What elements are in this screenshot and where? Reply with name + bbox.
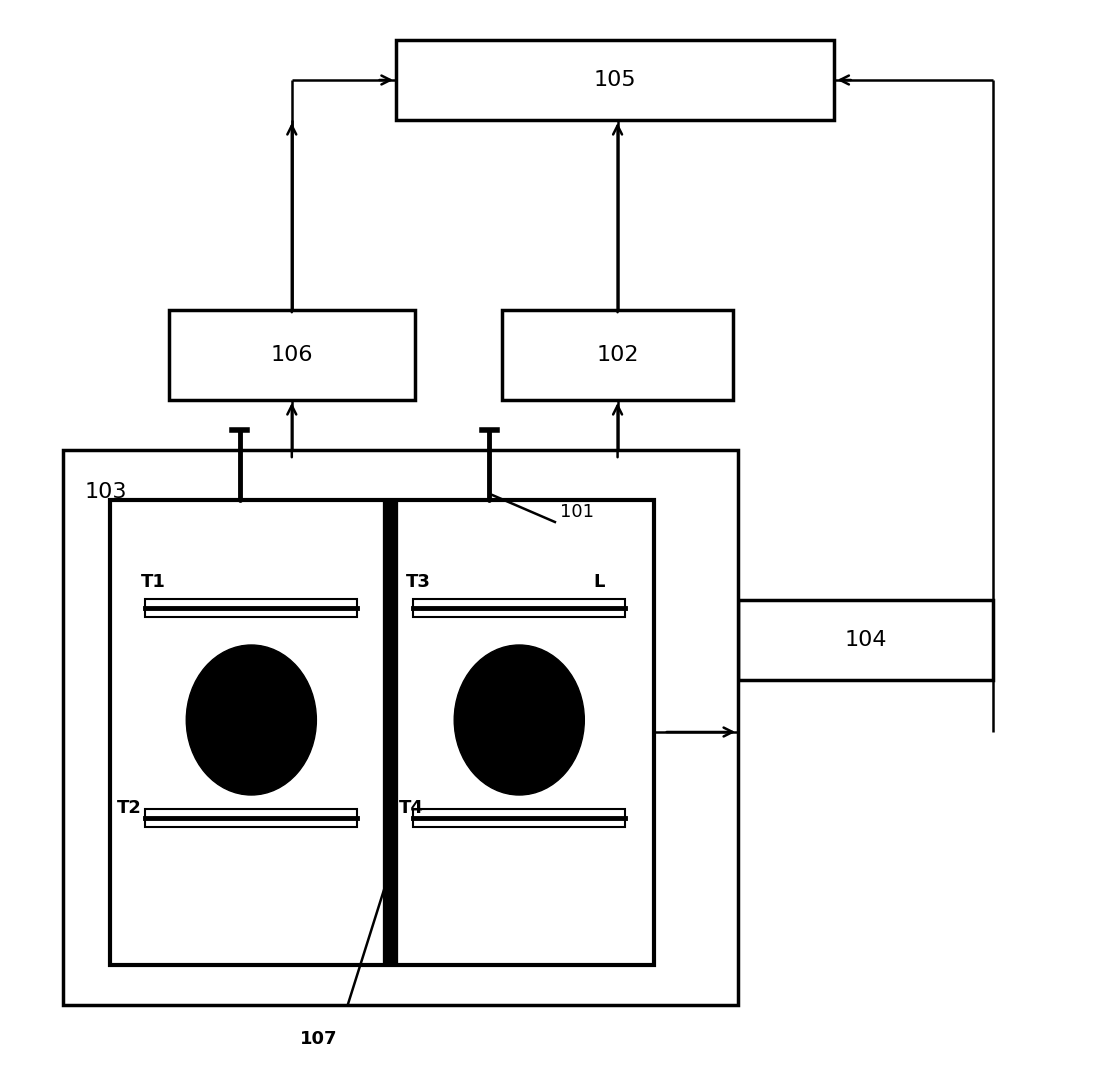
Bar xyxy=(145,809,357,826)
Text: T3: T3 xyxy=(406,574,430,591)
Text: T4: T4 xyxy=(399,800,424,817)
Text: 104: 104 xyxy=(845,630,887,650)
Bar xyxy=(738,600,993,680)
Bar xyxy=(414,599,625,616)
Bar xyxy=(502,310,733,400)
Text: 105: 105 xyxy=(594,70,636,90)
Text: 103: 103 xyxy=(85,482,127,502)
Bar xyxy=(396,41,834,120)
Text: 106: 106 xyxy=(271,345,313,365)
Text: L: L xyxy=(594,574,605,591)
Text: 101: 101 xyxy=(560,503,594,521)
Bar xyxy=(109,500,655,965)
Text: T2: T2 xyxy=(116,800,142,817)
Text: T1: T1 xyxy=(140,574,166,591)
Bar xyxy=(169,310,415,400)
Ellipse shape xyxy=(455,645,584,795)
Bar xyxy=(414,809,625,826)
Text: 102: 102 xyxy=(596,345,639,365)
Text: 107: 107 xyxy=(300,1030,337,1048)
Ellipse shape xyxy=(186,645,316,795)
Bar xyxy=(145,599,357,616)
Bar xyxy=(63,450,738,1005)
